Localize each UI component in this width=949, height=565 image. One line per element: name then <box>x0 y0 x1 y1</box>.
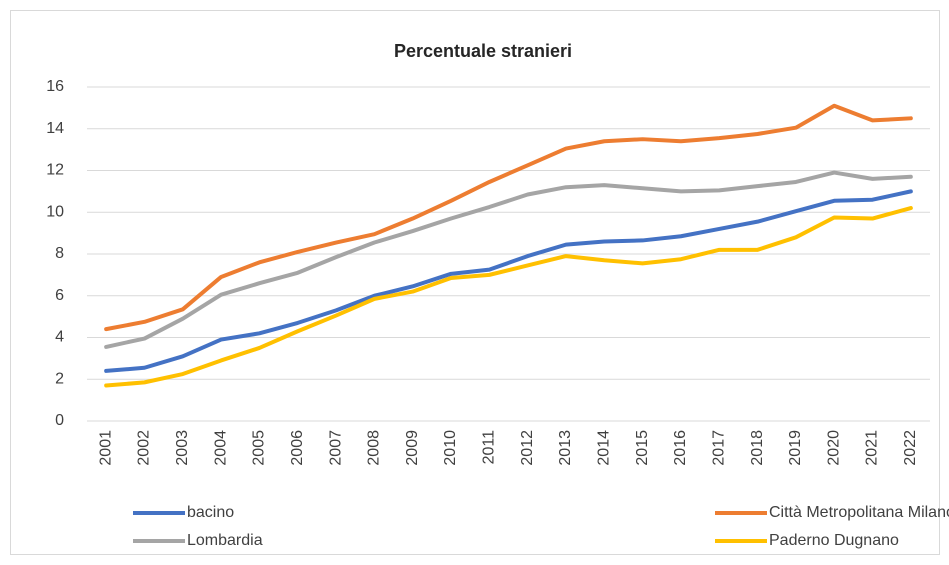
y-tick-label: 4 <box>55 329 64 346</box>
chart-title: Percentuale stranieri <box>394 41 572 61</box>
legend-label: Paderno Dugnano <box>769 532 899 549</box>
y-tick-label: 16 <box>46 78 64 95</box>
x-tick-label: 2014 <box>596 430 613 466</box>
x-tick-label: 2010 <box>442 430 459 466</box>
series-line <box>104 206 913 388</box>
x-tick-label: 2011 <box>481 430 498 465</box>
legend-label: Città Metropolitana Milano <box>769 504 949 521</box>
y-tick-label: 6 <box>55 287 64 304</box>
x-tick-label: 2020 <box>825 430 842 466</box>
y-tick-label: 10 <box>46 203 64 220</box>
legend-label: Lombardia <box>187 532 263 549</box>
series-line <box>104 103 913 332</box>
series-line <box>104 189 913 373</box>
x-tick-label: 2003 <box>174 430 191 466</box>
y-tick-label: 2 <box>55 370 64 387</box>
chart-border <box>10 10 940 555</box>
x-tick-label: 2013 <box>557 430 574 466</box>
x-tick-label: 2015 <box>634 430 651 466</box>
x-tick-label: 2022 <box>902 430 919 466</box>
x-tick-label: 2007 <box>327 430 344 466</box>
x-tick-label: 2018 <box>749 430 766 466</box>
y-tick-label: 12 <box>46 162 64 179</box>
x-tick-label: 2019 <box>787 430 804 466</box>
x-tick-label: 2009 <box>404 430 421 466</box>
x-tick-label: 2005 <box>251 430 268 466</box>
x-tick-label: 2004 <box>212 430 229 466</box>
x-tick-label: 2006 <box>289 430 306 466</box>
x-tick-label: 2001 <box>97 430 114 466</box>
x-tick-label: 2012 <box>519 430 536 466</box>
y-tick-label: 8 <box>55 245 64 262</box>
x-tick-label: 2002 <box>136 430 153 466</box>
x-tick-label: 2008 <box>366 430 383 466</box>
x-tick-label: 2017 <box>710 430 727 466</box>
series-line <box>104 170 913 349</box>
x-tick-label: 2021 <box>864 430 881 466</box>
legend-label: bacino <box>187 504 234 521</box>
y-tick-label: 0 <box>55 412 64 429</box>
y-tick-label: 14 <box>46 120 64 137</box>
x-tick-label: 2016 <box>672 430 689 466</box>
